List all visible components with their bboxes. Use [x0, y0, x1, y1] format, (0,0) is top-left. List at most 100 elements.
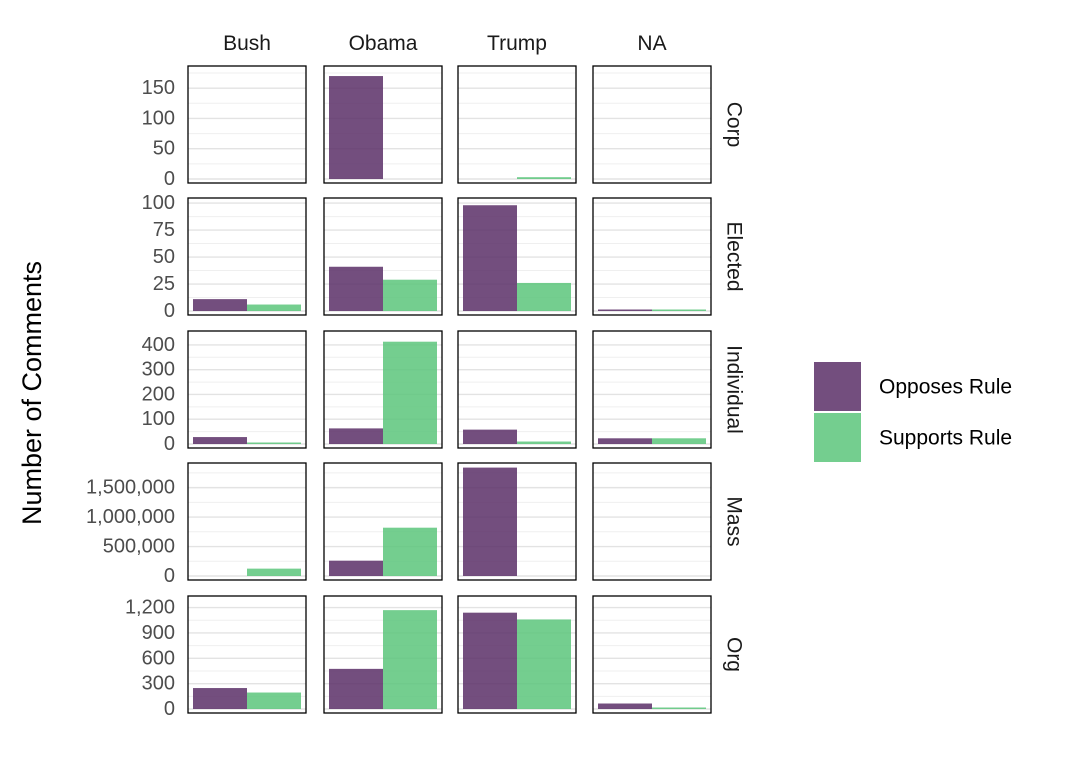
- y-tick-label: 0: [164, 433, 175, 455]
- bar-supports-rule: [517, 282, 571, 311]
- bar-opposes-rule: [463, 429, 517, 444]
- row-strip-label: Corp: [722, 102, 745, 148]
- y-tick-label: 25: [153, 273, 175, 295]
- panel-individual-trump: [457, 330, 577, 449]
- legend: Opposes Rule Supports Rule: [814, 362, 1012, 462]
- y-tick-label: 0: [164, 565, 175, 587]
- panel-border: [592, 330, 712, 449]
- panel-border: [457, 65, 577, 184]
- panel-corp-obama: [323, 65, 443, 184]
- bar-opposes-rule: [598, 309, 652, 311]
- bar-supports-rule: [247, 692, 301, 709]
- bar-supports-rule: [652, 438, 706, 444]
- panel-mass-trump: [457, 462, 577, 581]
- panel-border: [457, 197, 577, 316]
- panel-elected-obama: [323, 197, 443, 316]
- panel-org-na: [592, 595, 712, 714]
- y-tick-label: 75: [153, 219, 175, 241]
- row-strip-label: Mass: [722, 496, 745, 546]
- legend-key-supports-rule: [814, 413, 861, 462]
- facet-grid: Bush Obama Trump NA Corp 0 50 100 150 Elected 0 25 5…: [86, 32, 745, 720]
- panel-border: [323, 462, 443, 581]
- panel-mass-bush: [187, 462, 307, 581]
- bar-supports-rule: [247, 568, 301, 576]
- y-tick-label: 100: [142, 408, 175, 430]
- panel-border: [457, 595, 577, 714]
- y-tick-label: 1,000,000: [86, 506, 175, 528]
- panel-individual-bush: [187, 330, 307, 449]
- column-strip-label: Obama: [349, 32, 418, 55]
- row-strip-label: Elected: [722, 221, 745, 291]
- panel-border: [592, 197, 712, 316]
- panel-border: [187, 462, 307, 581]
- bar-opposes-rule: [329, 76, 383, 179]
- bar-supports-rule: [517, 441, 571, 444]
- column-strip-label: Bush: [223, 32, 271, 55]
- bar-supports-rule: [247, 304, 301, 311]
- panel-border: [592, 65, 712, 184]
- y-tick-label: 50: [153, 138, 175, 160]
- panel-border: [187, 595, 307, 714]
- legend-label: Supports Rule: [879, 427, 1012, 450]
- y-tick-label: 300: [142, 673, 175, 695]
- y-tick-label: 600: [142, 647, 175, 669]
- y-tick-label: 0: [164, 168, 175, 190]
- panel-individual-na: [592, 330, 712, 449]
- bar-supports-rule: [383, 610, 437, 709]
- panel-border: [457, 462, 577, 581]
- panel-org-bush: [187, 595, 307, 714]
- y-tick-label: 400: [142, 334, 175, 356]
- bar-supports-rule: [517, 177, 571, 179]
- bar-supports-rule: [517, 619, 571, 709]
- panel-border: [457, 330, 577, 449]
- y-tick-label: 100: [142, 192, 175, 214]
- bar-supports-rule: [652, 707, 706, 709]
- bar-supports-rule: [383, 527, 437, 576]
- bar-opposes-rule: [463, 612, 517, 709]
- column-strip-label: NA: [637, 32, 666, 55]
- y-tick-label: 0: [164, 300, 175, 322]
- panel-mass-na: [592, 462, 712, 581]
- panel-elected-trump: [457, 197, 577, 316]
- bar-opposes-rule: [193, 437, 247, 444]
- panel-org-obama: [323, 595, 443, 714]
- legend-label: Opposes Rule: [879, 376, 1012, 399]
- column-strip-label: Trump: [487, 32, 547, 55]
- row-strip-label: Org: [722, 637, 745, 672]
- bar-opposes-rule: [463, 467, 517, 576]
- y-tick-label: 150: [142, 77, 175, 99]
- bar-opposes-rule: [329, 560, 383, 576]
- bar-opposes-rule: [463, 205, 517, 311]
- y-tick-label: 50: [153, 246, 175, 268]
- bar-opposes-rule: [598, 703, 652, 709]
- panel-border: [592, 462, 712, 581]
- panel-border: [323, 65, 443, 184]
- panel-border: [187, 197, 307, 316]
- y-tick-label: 500,000: [103, 536, 175, 558]
- y-axis-label: Number of Comments: [17, 261, 47, 525]
- bar-opposes-rule: [329, 266, 383, 311]
- panel-corp-na: [592, 65, 712, 184]
- bar-supports-rule: [652, 309, 706, 311]
- y-tick-label: 100: [142, 107, 175, 129]
- bar-supports-rule: [247, 442, 301, 444]
- y-tick-label: 1,500,000: [86, 477, 175, 499]
- panel-corp-bush: [187, 65, 307, 184]
- panel-border: [187, 330, 307, 449]
- bar-opposes-rule: [329, 668, 383, 709]
- panel-elected-na: [592, 197, 712, 316]
- legend-key-opposes-rule: [814, 362, 861, 411]
- y-tick-label: 200: [142, 383, 175, 405]
- panel-individual-obama: [323, 330, 443, 449]
- panel-border: [592, 595, 712, 714]
- panel-border: [323, 330, 443, 449]
- row-strip-label: Individual: [722, 345, 745, 434]
- bar-opposes-rule: [329, 428, 383, 444]
- y-tick-label: 0: [164, 698, 175, 720]
- panel-corp-trump: [457, 65, 577, 184]
- panel-elected-bush: [187, 197, 307, 316]
- y-tick-label: 1,200: [125, 597, 175, 619]
- y-tick-label: 900: [142, 622, 175, 644]
- bar-supports-rule: [383, 341, 437, 444]
